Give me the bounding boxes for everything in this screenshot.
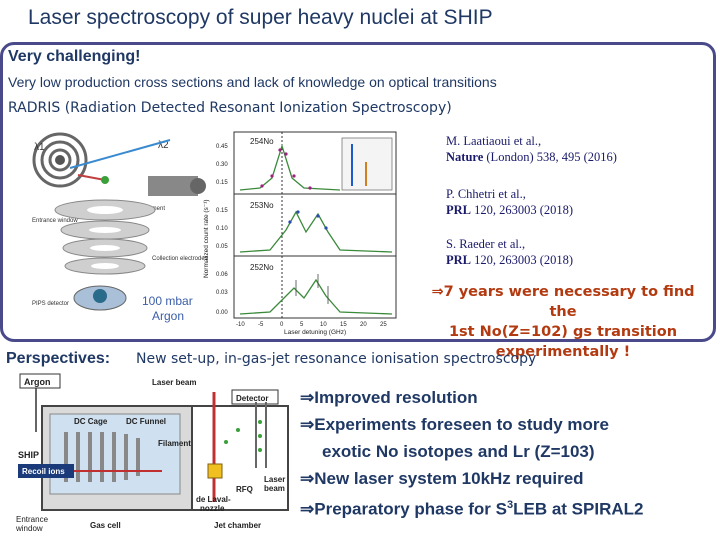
perspective-bullets: ⇒Improved resolution ⇒Experiments forese… [300,384,643,523]
tick-252-0: 0.06 [216,272,228,278]
gas-jet-schematic: Argon Laser beam Detector DC Cage DC Fun… [14,372,296,536]
ref-1-journal: Nature [446,150,484,164]
tick-254-2: 0.15 [216,180,228,186]
jet-dc-funnel-label: DC Funnel [126,417,166,426]
slide-title: Laser spectroscopy of super heavy nuclei… [28,6,493,29]
xtick-4: 10 [320,322,327,328]
bullet-preparatory: ⇒Preparatory phase for S3LEB at SPIRAL2 [300,492,643,523]
jet-gas-cell-label: Gas cell [90,521,121,530]
reference-2: P. Chhetri et al., PRL 120, 263003 (2018… [446,186,573,218]
perspectives-label: Perspectives: [6,350,111,367]
conclusion-line-1: ⇒7 years were necessary to find the [431,284,695,320]
tick-252-1: 0.03 [216,290,228,296]
jet-laser-label-b: beam [264,484,285,493]
bullet-resolution: ⇒Improved resolution [300,388,478,407]
conclusion-line-2: 1st No(Z=102) gs transition [448,324,678,340]
jet-ship-label: SHIP [18,450,39,460]
panel-label-254: 254No [250,137,274,146]
jet-entrance-label-2: window [15,524,43,533]
panel-label-252: 252No [250,263,274,272]
ref-2-authors: P. Chhetri et al., [446,187,526,201]
spectra-plot: Normalized count rate (s⁻¹) 254No 0.45 0… [203,131,397,336]
tick-253-1: 0.10 [216,226,228,232]
jet-laser-beam-label: Laser beam [152,378,196,387]
xtick-2: 0 [280,322,284,328]
ref-2-rest: 120, 263003 (2018) [471,203,574,217]
plot-xlabel: Laser detuning (GHz) [284,329,346,336]
jet-entrance-label-1: Entrance [16,515,49,524]
jet-laval-label-2: nozzle [200,504,225,513]
perspectives-text: New set-up, in-gas-jet resonance ionisat… [136,351,537,367]
panel-label-253: 253No [250,201,274,210]
tick-252-2: 0.00 [216,310,228,316]
reference-1: M. Laatiaoui et al., Nature (London) 538… [446,133,617,165]
jet-argon-label: Argon [24,377,51,387]
jet-detector-label: Detector [236,394,268,403]
xtick-1: -5 [258,322,264,328]
tick-254-0: 0.45 [216,144,228,150]
bullet-preparatory-head: ⇒Preparatory phase for S [300,499,507,519]
ref-2-citation: PRL 120, 263003 (2018) [446,202,573,218]
jet-recoil-label: Recoil ions [22,467,65,476]
bullet-preparatory-tail: LEB at SPIRAL2 [513,499,644,519]
conclusion-line-3: experimentally ! [495,344,631,360]
xtick-0: -10 [236,322,245,328]
ref-3-citation: PRL 120, 263003 (2018) [446,252,573,268]
xtick-3: 5 [300,322,304,328]
tick-253-2: 0.05 [216,244,228,250]
entrance-label: Entrance window [32,218,78,224]
challenge-heading: Very challenging! [8,48,141,65]
jet-filament-label: Filament [158,439,191,448]
radris-setup-figure: λ1 λ2 Filament Entrance window Collectio… [30,120,210,330]
jet-dc-cage-label: DC Cage [74,417,108,426]
bullet-experiments-cont: exotic No isotopes and Lr (Z=103) [322,442,595,461]
lambda1-label: λ1 [34,142,45,153]
reference-3: S. Raeder et al., PRL 120, 263003 (2018) [446,236,573,268]
jet-chamber-label: Jet chamber [214,521,261,530]
ref-1-authors: M. Laatiaoui et al., [446,134,542,148]
plot-ylabel: Normalized count rate (s⁻¹) [203,199,210,278]
jet-laser-label-a: Laser [264,475,285,484]
low-production-text: Very low production cross sections and l… [8,74,497,90]
collection-label: Collection electrodes [152,256,208,262]
bullet-preparatory-sup: 3 [506,499,514,511]
xtick-7: 25 [380,322,387,328]
xtick-6: 20 [360,322,367,328]
ref-2-journal: PRL [446,203,471,217]
jet-laval-label-1: de Laval- [196,495,231,504]
radris-text: RADRIS (Radiation Detected Resonant Ioni… [8,100,452,116]
pips-label: PIPS detector [32,301,69,307]
ref-1-rest: (London) 538, 495 (2016) [483,150,617,164]
ref-3-rest: 120, 263003 (2018) [471,253,574,267]
tick-253-0: 0.15 [216,208,228,214]
tick-254-1: 0.30 [216,162,228,168]
pressure-label: 100 mbar [142,294,193,308]
lambda2-label: λ2 [158,140,169,151]
bullet-laser-system: ⇒New laser system 10kHz required [300,469,584,488]
conclusion-text: ⇒7 years were necessary to find the 1st … [418,282,708,362]
bullet-experiments: ⇒Experiments foreseen to study more [300,415,609,434]
ref-3-journal: PRL [446,253,471,267]
jet-rfq-label: RFQ [236,485,253,494]
argon-label: Argon [152,309,184,323]
xtick-5: 15 [340,322,347,328]
ref-1-citation: Nature (London) 538, 495 (2016) [446,149,617,165]
ref-3-authors: S. Raeder et al., [446,237,526,251]
